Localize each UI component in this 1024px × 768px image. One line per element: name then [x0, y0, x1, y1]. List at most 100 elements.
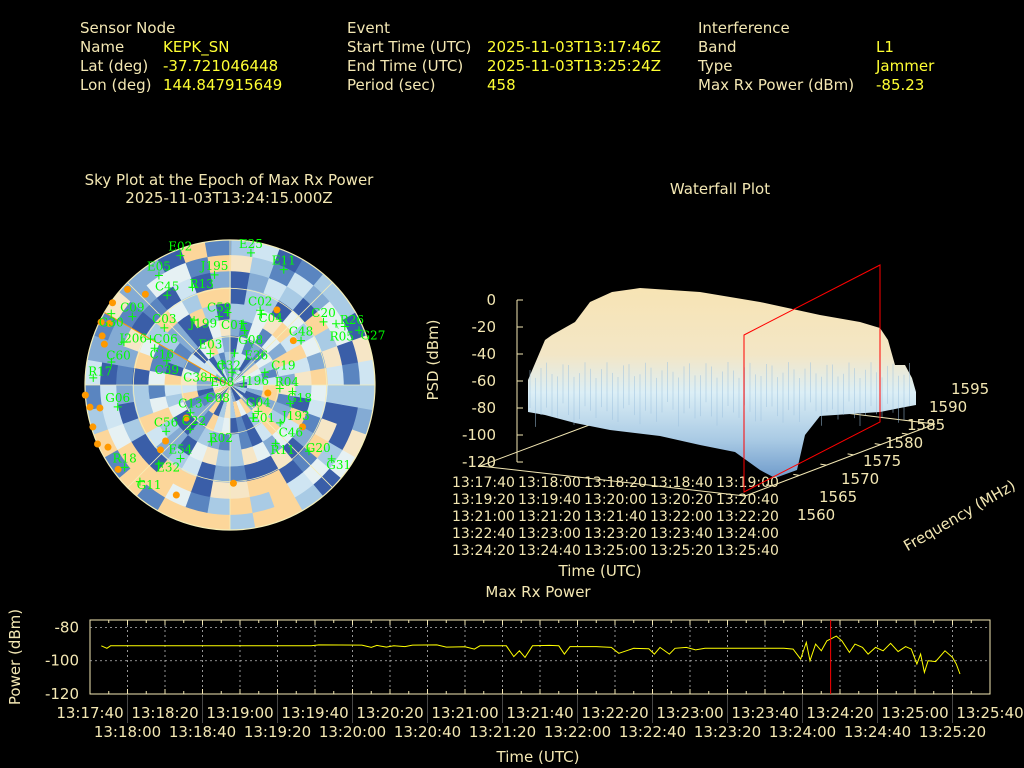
frequency-tick	[738, 494, 746, 497]
satellite-E54: E54	[168, 443, 193, 463]
sky-heatmap-cell	[221, 416, 230, 435]
satellite-G30: G30	[99, 309, 124, 330]
event-panel: Event Start Time (UTC) 2025-11-03T13:17:4…	[347, 19, 661, 95]
frequency-tick-label: 1590	[929, 398, 967, 416]
satellite-marker	[190, 316, 199, 325]
satellite-G06: G06	[105, 391, 130, 411]
sky-heatmap-cell	[261, 376, 280, 386]
satellite-label: C38	[183, 371, 207, 385]
interference-point	[100, 340, 108, 348]
satellite-C45: C45	[155, 279, 179, 300]
jammer-direction-line	[104, 312, 231, 386]
satellite-label: E02	[168, 240, 192, 254]
sky-heatmap-cell	[85, 358, 104, 385]
time-tick-label: 13:24:20	[452, 543, 515, 559]
sky-heatmap-cell	[230, 379, 247, 385]
sky-heatmap-cell	[103, 290, 132, 321]
y-tick-label: -120	[45, 685, 79, 703]
satellite-label: G08	[238, 333, 263, 347]
satellite-label: C04	[258, 311, 283, 325]
sky-heatmap-cell	[340, 385, 360, 409]
sky-heatmap-cell	[218, 385, 230, 400]
sky-heatmap-cell	[209, 480, 230, 499]
satellite-label: J195	[199, 259, 229, 273]
sensor-name: KEPK_SN	[163, 38, 230, 56]
power-trace	[101, 635, 961, 675]
time-tick-label: 13:21:00	[452, 509, 515, 525]
sky-heatmap-cell	[309, 368, 328, 386]
sky-heatmap-cell	[165, 392, 185, 408]
x-tick-label: 13:21:20	[469, 723, 536, 741]
period: 458	[487, 76, 516, 94]
sky-heatmap-cell	[320, 346, 343, 370]
interference-point	[96, 404, 104, 412]
band-label: Band	[698, 38, 737, 56]
satellite-marker	[249, 413, 258, 422]
sky-heatmap-cell	[148, 370, 167, 385]
satellite-marker	[297, 336, 306, 345]
satellite-R11: R11	[271, 439, 295, 457]
x-tick-label: 13:18:40	[169, 723, 236, 741]
sky-heatmap-cell	[190, 475, 214, 498]
satellite-R18: R18	[112, 451, 137, 472]
sky-heatmap-cell	[285, 471, 314, 499]
end-time-label: End Time (UTC)	[347, 57, 464, 75]
period-label: Period (sec)	[347, 76, 436, 94]
frequency-axis-label: Frequency (MHz)	[900, 476, 1018, 555]
satellite-label: R18	[112, 451, 136, 465]
sky-heatmap-cell	[229, 464, 247, 483]
satellite-label: E08	[210, 375, 234, 389]
interference-point	[172, 491, 180, 499]
satellite-leader-line	[335, 323, 339, 329]
sky-heatmap-cell	[198, 368, 217, 380]
sky-heatmap-cell	[328, 449, 357, 480]
satellite-C59: C59	[207, 301, 231, 321]
sky-heatmap-cell	[294, 258, 325, 287]
sky-heatmap-cell	[305, 351, 327, 372]
x-tick-label: 13:21:00	[431, 704, 498, 722]
satellite-marker	[288, 387, 297, 396]
sky-heatmap-cell	[230, 370, 242, 385]
sky-heatmap-cell	[275, 362, 295, 378]
sky-heatmap-cell	[204, 412, 219, 432]
satellite-G04: G04	[246, 395, 271, 416]
satellite-marker	[207, 437, 216, 446]
sky-heatmap-cell	[285, 344, 307, 364]
sky-heatmap-cell	[237, 430, 253, 450]
sky-heatmap-cell	[228, 511, 256, 530]
sky-heatmap-cell	[267, 342, 287, 362]
satellite-marker	[206, 349, 215, 358]
satellite-marker	[246, 248, 255, 257]
satellite-label: E03	[198, 338, 222, 352]
sky-heatmap-cell	[117, 466, 148, 497]
sky-heatmap-cell	[206, 495, 230, 515]
sky-heatmap-cell	[208, 356, 223, 373]
sky-heatmap-cell	[133, 398, 155, 419]
sky-heatmap-cell	[325, 385, 344, 406]
interference-point	[86, 403, 94, 411]
satellite-label: R02	[209, 431, 233, 445]
sky-heatmap-cell	[240, 445, 258, 466]
sky-heatmap-cell	[101, 403, 125, 430]
satellite-label: G18	[287, 391, 312, 405]
sky-heatmap-cell	[254, 353, 273, 370]
x-tick-label: 13:18:00	[94, 723, 161, 741]
psd-tick-label: -20	[472, 318, 497, 336]
interference-point	[94, 440, 102, 448]
time-tick-label: 13:18:00	[518, 475, 581, 491]
sky-heatmap-cell	[177, 314, 199, 336]
satellite-R04: R04	[275, 375, 299, 393]
satellite-label: C06	[153, 332, 177, 346]
lon-label: Lon (deg)	[80, 76, 152, 94]
max-rx-power-chart: 13:17:4013:18:0013:18:2013:18:4013:19:00…	[6, 609, 1024, 766]
sky-heatmap-cell	[230, 303, 245, 322]
x-axis-label: Time (UTC)	[496, 748, 580, 766]
name-label: Name	[80, 38, 125, 56]
sky-heatmap-cell	[274, 247, 305, 274]
time-tick-label: 13:20:20	[650, 492, 713, 508]
sky-heatmap-cell	[116, 440, 144, 469]
satellite-E03: E03	[198, 338, 222, 358]
y-tick-label: -100	[45, 652, 79, 670]
time-tick-label: 13:23:40	[650, 526, 713, 542]
sky-heatmap-cell	[230, 271, 251, 290]
